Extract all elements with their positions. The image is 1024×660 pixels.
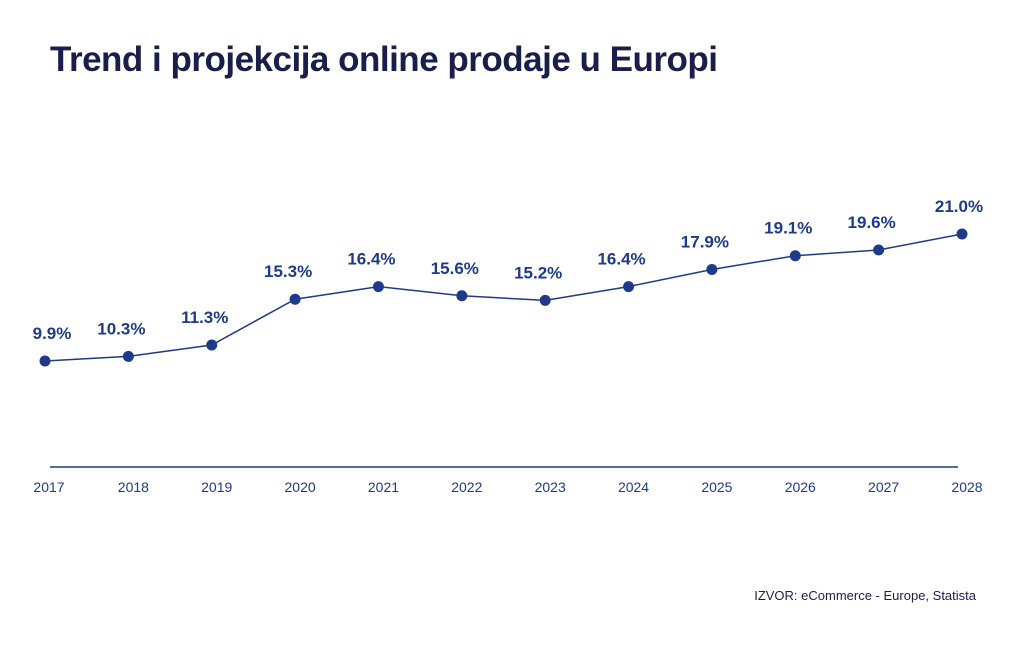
data-label-2023: 15.2% — [514, 263, 562, 282]
data-point-2023 — [539, 294, 551, 306]
data-point-2019 — [206, 339, 218, 351]
x-tick-label-2025: 2025 — [701, 479, 732, 495]
data-point-2024 — [623, 281, 635, 293]
data-labels: 9.9% 10.3% 11.3% 15.3% 16.4% 15.6% 15.2% 16.4% 1… — [33, 197, 983, 343]
data-point-2026 — [789, 250, 801, 262]
x-tick-label-2021: 2021 — [368, 479, 399, 495]
data-label-2028: 21.0% — [935, 197, 983, 216]
data-point-2020 — [289, 293, 301, 305]
data-point-2028 — [956, 228, 968, 240]
data-label-2020: 15.3% — [264, 262, 312, 281]
x-tick-label-2019: 2019 — [201, 479, 232, 495]
chart-title: Trend i projekcija online prodaje u Euro… — [50, 40, 718, 79]
x-tick-label-2020: 2020 — [285, 479, 316, 495]
x-tick-label-2028: 2028 — [951, 479, 982, 495]
data-markers — [39, 228, 968, 367]
data-point-2021 — [372, 281, 384, 293]
data-label-2025: 17.9% — [681, 232, 729, 251]
data-label-2017: 9.9% — [33, 324, 72, 343]
x-tick-label-2018: 2018 — [118, 479, 149, 495]
data-label-2019: 11.3% — [181, 308, 228, 327]
data-label-2022: 15.6% — [431, 259, 479, 278]
x-tick-label-2026: 2026 — [785, 479, 816, 495]
x-tick-labels: 2017 2018 2019 2020 2021 2022 2023 2024 2025 2026… — [33, 479, 982, 495]
x-tick-label-2023: 2023 — [535, 479, 566, 495]
data-point-2022 — [456, 290, 468, 302]
data-point-2027 — [873, 244, 885, 256]
data-point-2018 — [122, 350, 134, 362]
x-tick-label-2027: 2027 — [868, 479, 899, 495]
data-label-2018: 10.3% — [97, 319, 145, 338]
x-tick-label-2017: 2017 — [33, 479, 64, 495]
source-note: IZVOR: eCommerce - Europe, Statista — [754, 588, 976, 603]
data-label-2026: 19.1% — [764, 219, 812, 238]
data-label-2024: 16.4% — [597, 250, 645, 269]
data-label-2027: 19.6% — [848, 213, 896, 232]
series-line — [44, 233, 963, 362]
data-point-2017 — [39, 355, 51, 367]
data-point-2025 — [706, 263, 718, 275]
x-tick-label-2022: 2022 — [451, 479, 482, 495]
data-label-2021: 16.4% — [347, 250, 395, 269]
x-tick-label-2024: 2024 — [618, 479, 649, 495]
